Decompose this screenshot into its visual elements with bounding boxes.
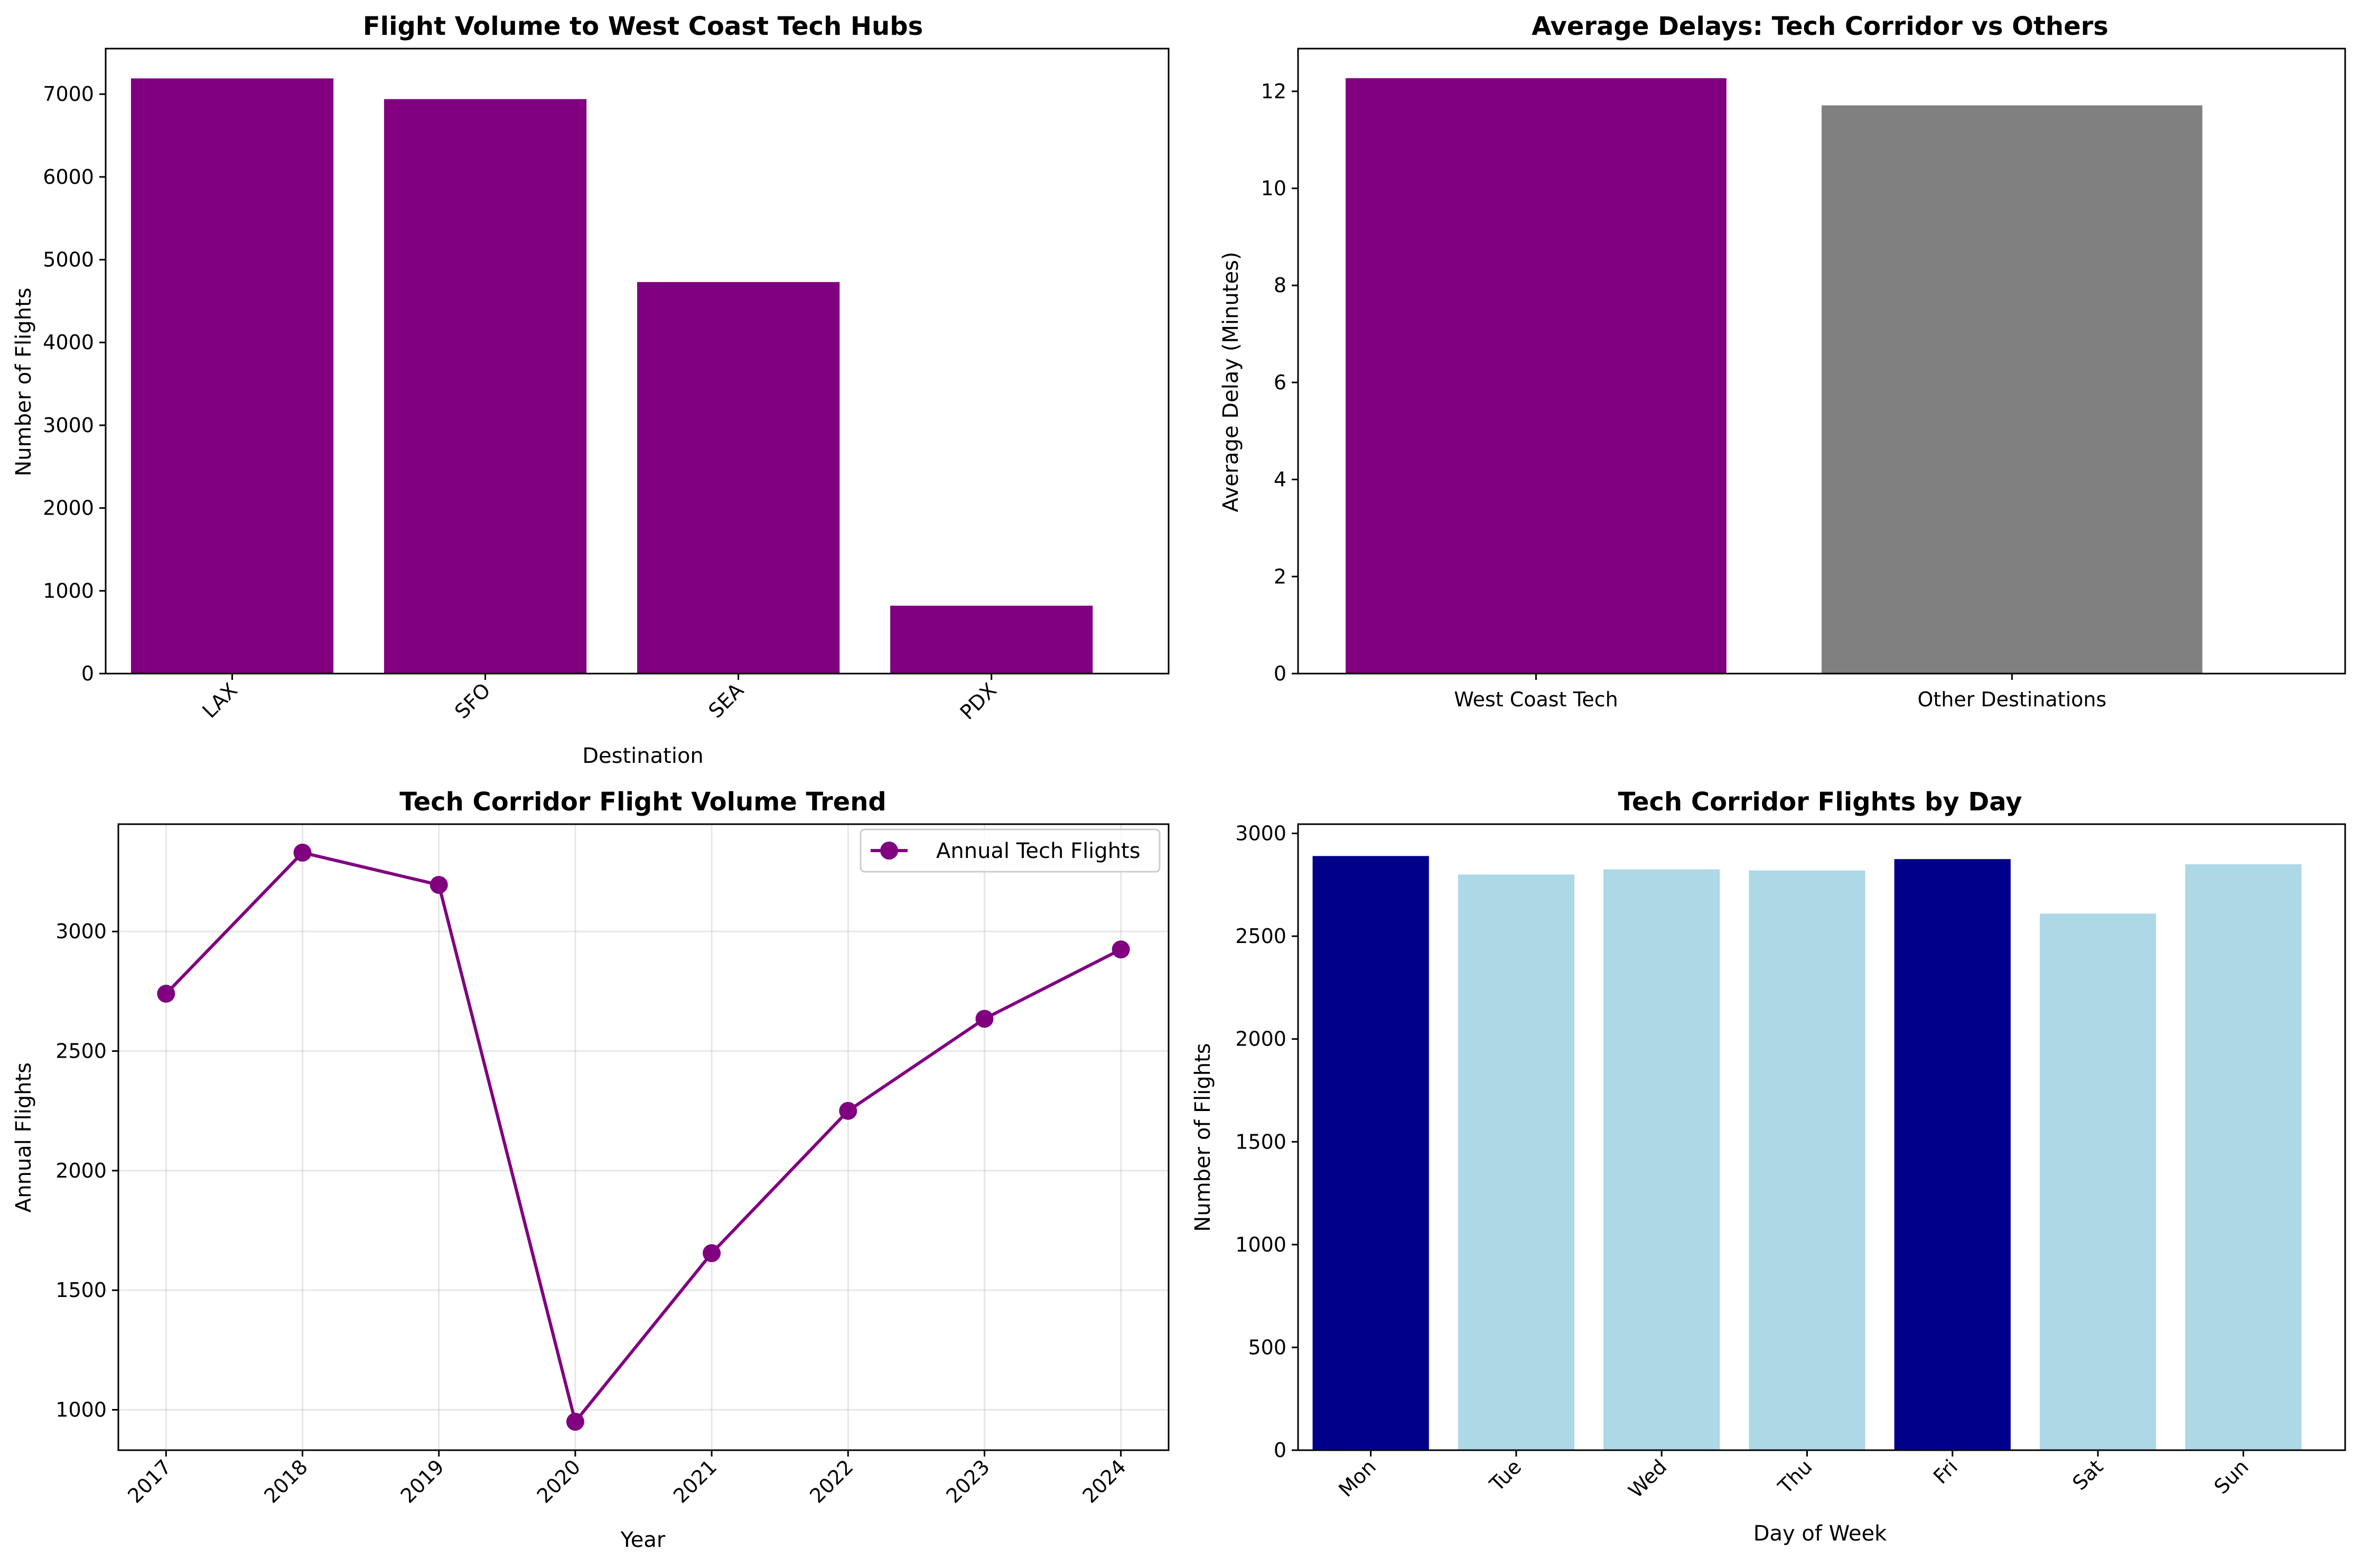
- data-point: [839, 1102, 857, 1120]
- y-tick-label: 1500: [55, 1278, 107, 1302]
- data-point: [566, 1413, 584, 1431]
- axes-frame: [117, 823, 1170, 1451]
- x-axis-label: Year: [620, 1528, 666, 1552]
- bar: [2185, 864, 2302, 1450]
- y-tick-label: 2000: [43, 497, 94, 520]
- chart-title: Tech Corridor Flights by Day: [1618, 787, 2022, 817]
- y-tick-label: 2000: [1235, 1028, 1286, 1051]
- x-axis-label: Day of Week: [1753, 1522, 1887, 1546]
- y-tick-label: 8: [1274, 274, 1286, 297]
- chart-title: Flight Volume to West Coast Tech Hubs: [363, 12, 923, 41]
- bar: [1822, 105, 2203, 674]
- legend-marker: [880, 842, 898, 860]
- legend-label: Annual Tech Flights: [936, 839, 1141, 863]
- data-point: [975, 1010, 994, 1028]
- y-tick-label: 3000: [55, 920, 107, 943]
- y-tick-label: 0: [1274, 662, 1286, 685]
- bar: [1894, 859, 2011, 1450]
- data-point: [157, 984, 175, 1003]
- bar: [1749, 870, 1865, 1450]
- y-tick-label: 5000: [43, 248, 94, 272]
- axes-frame: [1297, 48, 2346, 675]
- data-point: [430, 875, 448, 894]
- chart-title: Average Delays: Tech Corridor vs Others: [1532, 12, 2108, 41]
- data-point: [1112, 940, 1130, 959]
- y-tick-label: 4: [1274, 468, 1286, 491]
- y-tick-label: 2500: [55, 1040, 107, 1063]
- y-tick-label: 7000: [43, 82, 94, 106]
- bar: [1346, 78, 1727, 674]
- y-tick-label: 3000: [43, 414, 94, 437]
- plot-area: 0 2 4 6 8 10 12 West Coast Tech Other Destinatio…: [1261, 48, 2346, 711]
- axes-frame: [1297, 823, 2346, 1451]
- y-tick-label: 0: [1274, 1439, 1286, 1462]
- y-tick-label: 0: [81, 662, 94, 685]
- y-tick-label: 1000: [1235, 1233, 1286, 1256]
- legend-box: [860, 828, 1161, 873]
- y-tick-label: 12: [1261, 80, 1286, 103]
- x-tick-label: Other Destinations: [1917, 688, 2106, 711]
- data-point: [293, 843, 312, 862]
- series-line: [165, 851, 1122, 1424]
- chart-flights-by-day: Tech Corridor Flights by Day Day of Week…: [1191, 787, 2346, 1546]
- y-tick-label: 2500: [1235, 925, 1286, 948]
- bar: [1458, 874, 1575, 1450]
- chart-flight-volume: Flight Volume to West Coast Tech Hubs De…: [12, 12, 1170, 768]
- y-axis-label: Average Delay (Minutes): [1219, 251, 1243, 512]
- y-tick-label: 6000: [43, 165, 94, 189]
- y-axis-label: Number of Flights: [1191, 1043, 1215, 1231]
- y-axis-label: Number of Flights: [12, 287, 36, 476]
- bar: [890, 605, 1093, 674]
- y-tick-label: 500: [1248, 1336, 1286, 1359]
- bar: [1603, 869, 1720, 1450]
- y-tick-label: 1500: [1235, 1130, 1286, 1153]
- axes-frame: [105, 48, 1170, 675]
- legend: Annual Tech Flights: [860, 828, 1161, 873]
- data-point: [703, 1244, 721, 1263]
- y-tick-label: 4000: [43, 331, 94, 354]
- chart-average-delays: Average Delays: Tech Corridor vs Others …: [1219, 12, 2346, 711]
- y-tick-label: 2: [1274, 565, 1286, 588]
- y-tick-label: 3000: [1235, 822, 1286, 845]
- chart-title: Tech Corridor Flight Volume Trend: [399, 787, 886, 817]
- bar: [637, 282, 840, 674]
- x-axis-label: Destination: [582, 744, 704, 768]
- y-tick-label: 1000: [43, 579, 94, 602]
- bar: [384, 99, 587, 674]
- y-tick-label: 6: [1274, 371, 1286, 394]
- bar: [1312, 856, 1429, 1450]
- y-tick-label: 2000: [55, 1159, 107, 1182]
- bar: [130, 78, 334, 674]
- y-tick-label: 1000: [55, 1398, 107, 1422]
- x-tick-label: West Coast Tech: [1454, 688, 1618, 711]
- bar: [2039, 913, 2157, 1450]
- y-axis-label: Annual Flights: [12, 1062, 36, 1212]
- y-tick-label: 10: [1261, 177, 1286, 200]
